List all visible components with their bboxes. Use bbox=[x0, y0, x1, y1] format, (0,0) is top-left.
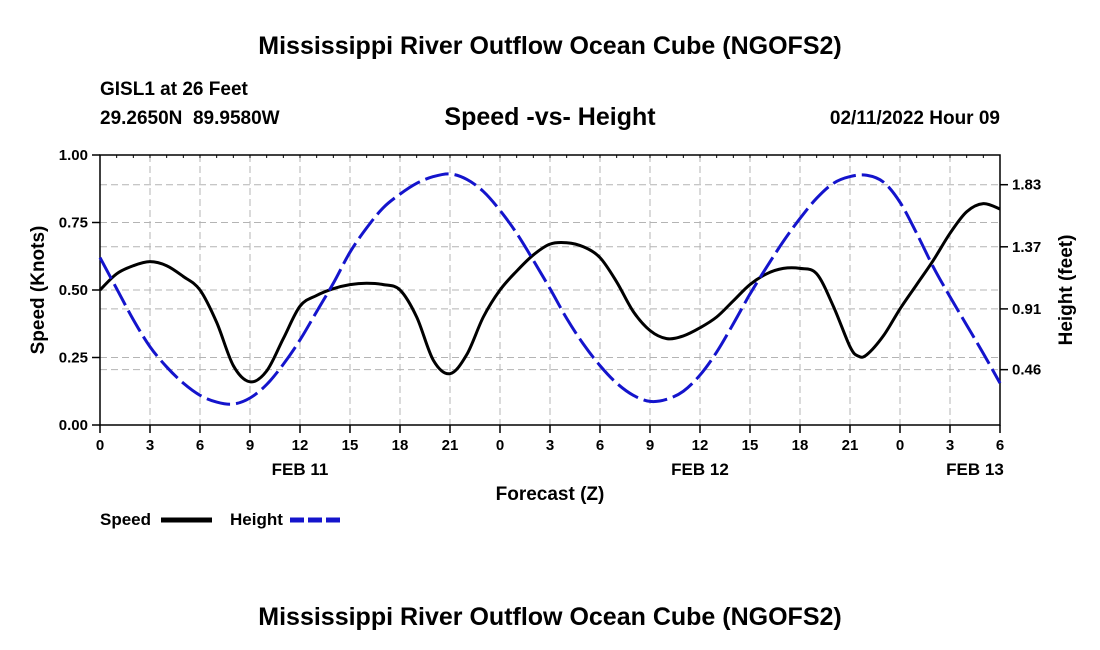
x-tick-label: 9 bbox=[646, 437, 654, 454]
legend: Speed Height bbox=[100, 510, 342, 529]
y-tick-label: 0.25 bbox=[59, 350, 88, 367]
chart-subtitle: Speed -vs- Height bbox=[444, 103, 656, 131]
x-tick-label: 6 bbox=[196, 437, 204, 454]
y2-tick-label: 1.83 bbox=[1012, 177, 1041, 194]
date-label: FEB 12 bbox=[671, 460, 729, 479]
axes: 0 3 6 9 12 15 18 21 0 3 6 9 12 15 18 21 0 3 6 FEB 11 FEB 12 F… bbox=[59, 147, 1041, 479]
x-tick-label: 0 bbox=[496, 437, 504, 454]
x-tick-label: 21 bbox=[842, 437, 859, 454]
x-tick-label: 0 bbox=[96, 437, 104, 454]
footer-title: Mississippi River Outflow Ocean Cube (NG… bbox=[258, 603, 841, 631]
legend-height-label: Height bbox=[230, 510, 283, 529]
y-axis-title: Speed (Knots) bbox=[28, 226, 49, 355]
chart-title: Mississippi River Outflow Ocean Cube (NG… bbox=[258, 32, 841, 60]
x-tick-label: 18 bbox=[792, 437, 809, 454]
y2-axis-title: Height (feet) bbox=[1056, 235, 1077, 346]
date-label: FEB 11 bbox=[272, 460, 329, 479]
y2-tick-label: 1.37 bbox=[1012, 239, 1041, 256]
x-tick-label: 0 bbox=[896, 437, 904, 454]
date-label: FEB 13 bbox=[946, 460, 1004, 479]
x-tick-label: 15 bbox=[742, 437, 759, 454]
x-tick-label: 6 bbox=[996, 437, 1004, 454]
height-series-line bbox=[98, 172, 1002, 406]
series-layer bbox=[98, 172, 1002, 406]
x-tick-label: 6 bbox=[596, 437, 604, 454]
grid bbox=[100, 155, 1000, 425]
legend-speed-label: Speed bbox=[100, 510, 151, 529]
x-tick-label: 15 bbox=[342, 437, 359, 454]
x-tick-label: 12 bbox=[292, 437, 309, 454]
y2-tick-label: 0.46 bbox=[1012, 362, 1041, 379]
y-tick-label: 0.50 bbox=[59, 282, 88, 299]
y-tick-label: 0.75 bbox=[59, 215, 88, 232]
speed-series-line bbox=[98, 202, 1001, 384]
coordinates-label: 29.2650N 89.9580W bbox=[100, 108, 280, 129]
x-tick-label: 3 bbox=[146, 437, 154, 454]
x-tick-label: 21 bbox=[442, 437, 459, 454]
x-tick-label: 9 bbox=[246, 437, 254, 454]
y-tick-label: 0.00 bbox=[59, 417, 88, 434]
x-tick-label: 3 bbox=[946, 437, 954, 454]
x-tick-label: 12 bbox=[692, 437, 709, 454]
x-tick-label: 18 bbox=[392, 437, 409, 454]
timestamp-label: 02/11/2022 Hour 09 bbox=[830, 108, 1000, 129]
x-tick-label: 3 bbox=[546, 437, 554, 454]
y2-tick-label: 0.91 bbox=[1012, 301, 1041, 318]
station-label: GISL1 at 26 Feet bbox=[100, 79, 249, 100]
y-tick-label: 1.00 bbox=[59, 147, 88, 164]
x-axis-title: Forecast (Z) bbox=[496, 484, 605, 505]
